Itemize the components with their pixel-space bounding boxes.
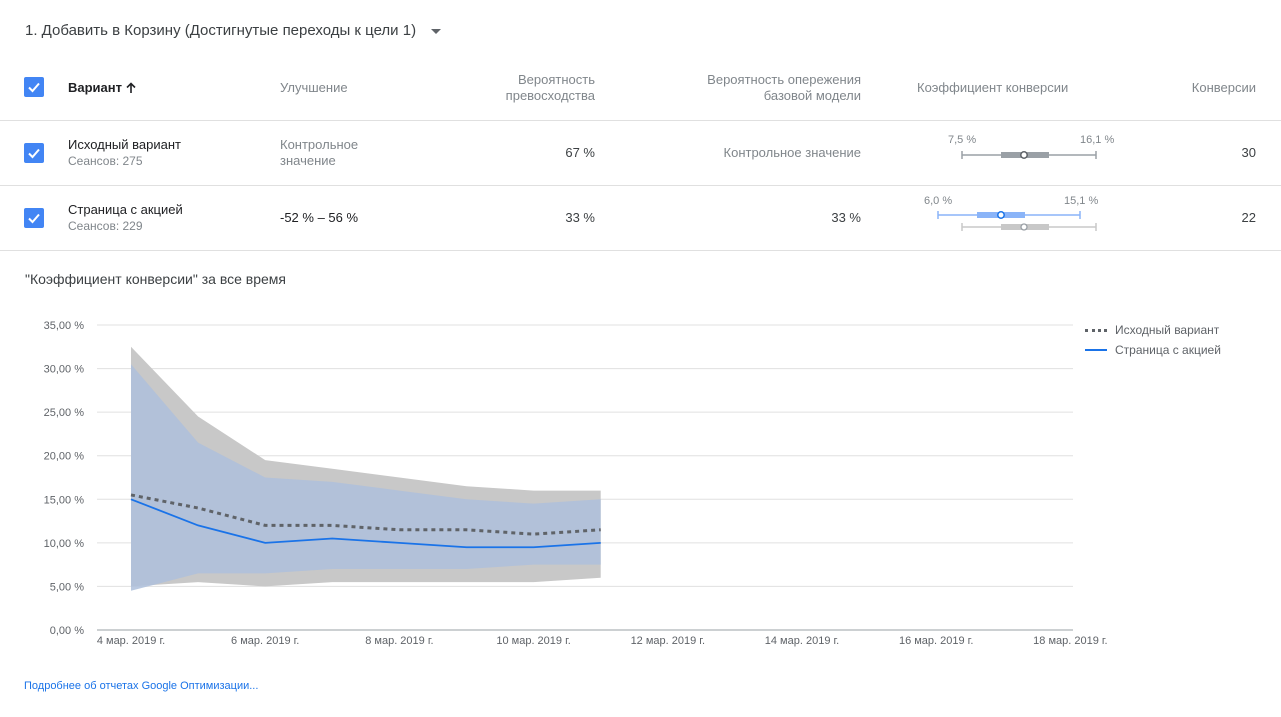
- chart-confidence-bands: [131, 346, 601, 591]
- goal-title: 1. Добавить в Корзину (Достигнутые перех…: [25, 21, 417, 39]
- variants-table: Вариант Улучшение Вероятность превосходс…: [0, 56, 1281, 251]
- conversions-value: 22: [1241, 210, 1256, 225]
- x-tick-label: 10 мар. 2019 г.: [496, 635, 570, 647]
- check-icon: [28, 82, 40, 93]
- chart-series-lines: [130, 493, 601, 549]
- improvement-value: -52 % – 56 %: [280, 210, 359, 225]
- check-icon: [28, 213, 40, 224]
- table-row: Исходный вариант Сеансов: 275 Контрольно…: [0, 121, 1281, 186]
- ci-high-label: 16,1 %: [1080, 134, 1115, 146]
- ci-low-label: 7,5 %: [948, 134, 977, 146]
- improvement-line2: значение: [280, 153, 336, 168]
- y-tick-label: 35,00 %: [44, 320, 85, 332]
- variant-cell: Исходный вариант Сеансов: 275: [68, 137, 181, 168]
- conv-rate-column-header[interactable]: Коэффициент конверсии: [917, 80, 1069, 95]
- x-tick-label: 4 мар. 2019 г.: [97, 635, 165, 647]
- x-tick-label: 16 мар. 2019 г.: [899, 635, 973, 647]
- prob-beat-header-line1: Вероятность опережения: [707, 72, 861, 87]
- ci-high-label: 15,1 %: [1064, 195, 1099, 207]
- x-tick-label: 8 мар. 2019 г.: [365, 635, 433, 647]
- chart-y-axis: 0,00 % 5,00 % 10,00 % 15,00 % 20,00 % 25,00 %…: [44, 320, 85, 637]
- variant-header-label: Вариант: [68, 80, 122, 95]
- legend-swatch: [1085, 328, 1107, 332]
- x-tick-label: 12 мар. 2019 г.: [631, 635, 705, 647]
- x-tick-label: 6 мар. 2019 г.: [231, 635, 299, 647]
- y-tick-label: 20,00 %: [44, 451, 85, 463]
- conversions-value: 30: [1241, 145, 1256, 160]
- y-tick-label: 30,00 %: [44, 364, 85, 376]
- prob-best-value: 67 %: [565, 145, 595, 160]
- x-tick-label: 14 мар. 2019 г.: [765, 635, 839, 647]
- chevron-down-icon[interactable]: [431, 28, 442, 34]
- improvement-column-header[interactable]: Улучшение: [280, 80, 348, 95]
- y-tick-label: 0,00 %: [50, 625, 84, 637]
- arrow-up-icon: [126, 82, 136, 93]
- variant-column-header[interactable]: Вариант: [68, 80, 137, 96]
- prob-best-value: 33 %: [565, 210, 595, 225]
- confidence-band-variant: [131, 364, 601, 591]
- x-tick-label: 18 мар. 2019 г.: [1033, 635, 1107, 647]
- prob-best-header-line1: Вероятность: [518, 72, 595, 87]
- conv-rate-ci-bar-baseline: [961, 151, 1097, 159]
- table-header-row: Вариант Улучшение Вероятность превосходс…: [0, 56, 1281, 121]
- prob-beat-column-header[interactable]: Вероятность опережения базовой модели: [707, 72, 861, 104]
- y-tick-label: 10,00 %: [44, 538, 85, 550]
- legend-swatch: [1085, 349, 1107, 351]
- variant-sessions: Сеансов: 229: [68, 219, 143, 233]
- prob-beat-header-line2: базовой модели: [763, 88, 861, 103]
- prob-beat-value: Контрольное значение: [723, 145, 861, 160]
- ci-low-label: 6,0 %: [924, 195, 953, 207]
- variant-sessions: Сеансов: 275: [68, 154, 143, 168]
- variant-name: Исходный вариант: [68, 137, 181, 152]
- chart-title: "Коэффициент конверсии" за все время: [25, 271, 286, 287]
- prob-beat-value: 33 %: [831, 210, 861, 225]
- y-tick-label: 15,00 %: [44, 494, 85, 506]
- improvement-cell: Контрольное значение: [280, 137, 358, 169]
- goal-selector[interactable]: 1. Добавить в Корзину (Достигнутые перех…: [25, 18, 442, 42]
- y-tick-label: 25,00 %: [44, 407, 85, 419]
- check-icon: [28, 148, 40, 159]
- select-all-checkbox[interactable]: [24, 77, 44, 97]
- conversion-rate-chart: 0,00 % 5,00 % 10,00 % 15,00 % 20,00 % 25,00 %…: [44, 320, 1108, 647]
- row-checkbox-baseline[interactable]: [24, 143, 44, 163]
- conversions-column-header[interactable]: Конверсии: [1191, 80, 1256, 95]
- conv-rate-ci-bar-variant: [937, 211, 1097, 231]
- improvement-line1: Контрольное: [280, 137, 359, 152]
- table-row: Страница с акцией Сеансов: 229 -52 % – 5…: [0, 186, 1281, 251]
- y-tick-label: 5,00 %: [50, 581, 84, 593]
- series-line-baseline: [130, 493, 601, 536]
- learn-more-link[interactable]: Подробнее об отчетах Google Оптимизации.…: [24, 680, 259, 692]
- prob-best-column-header[interactable]: Вероятность превосходства: [506, 72, 595, 104]
- legend-item: Исходный вариант: [1085, 323, 1219, 337]
- chart-x-axis: 4 мар. 2019 г. 6 мар. 2019 г. 8 мар. 2019 …: [97, 635, 1108, 647]
- variant-cell: Страница с акцией Сеансов: 229: [68, 202, 183, 233]
- series-line-variant: [130, 498, 601, 549]
- variant-name: Страница с акцией: [68, 202, 183, 217]
- row-checkbox-variant[interactable]: [24, 208, 44, 228]
- legend-item: Страница с акцией: [1085, 343, 1221, 357]
- legend-label: Исходный вариант: [1115, 323, 1220, 337]
- legend-label: Страница с акцией: [1115, 343, 1221, 357]
- prob-best-header-line2: превосходства: [505, 88, 595, 103]
